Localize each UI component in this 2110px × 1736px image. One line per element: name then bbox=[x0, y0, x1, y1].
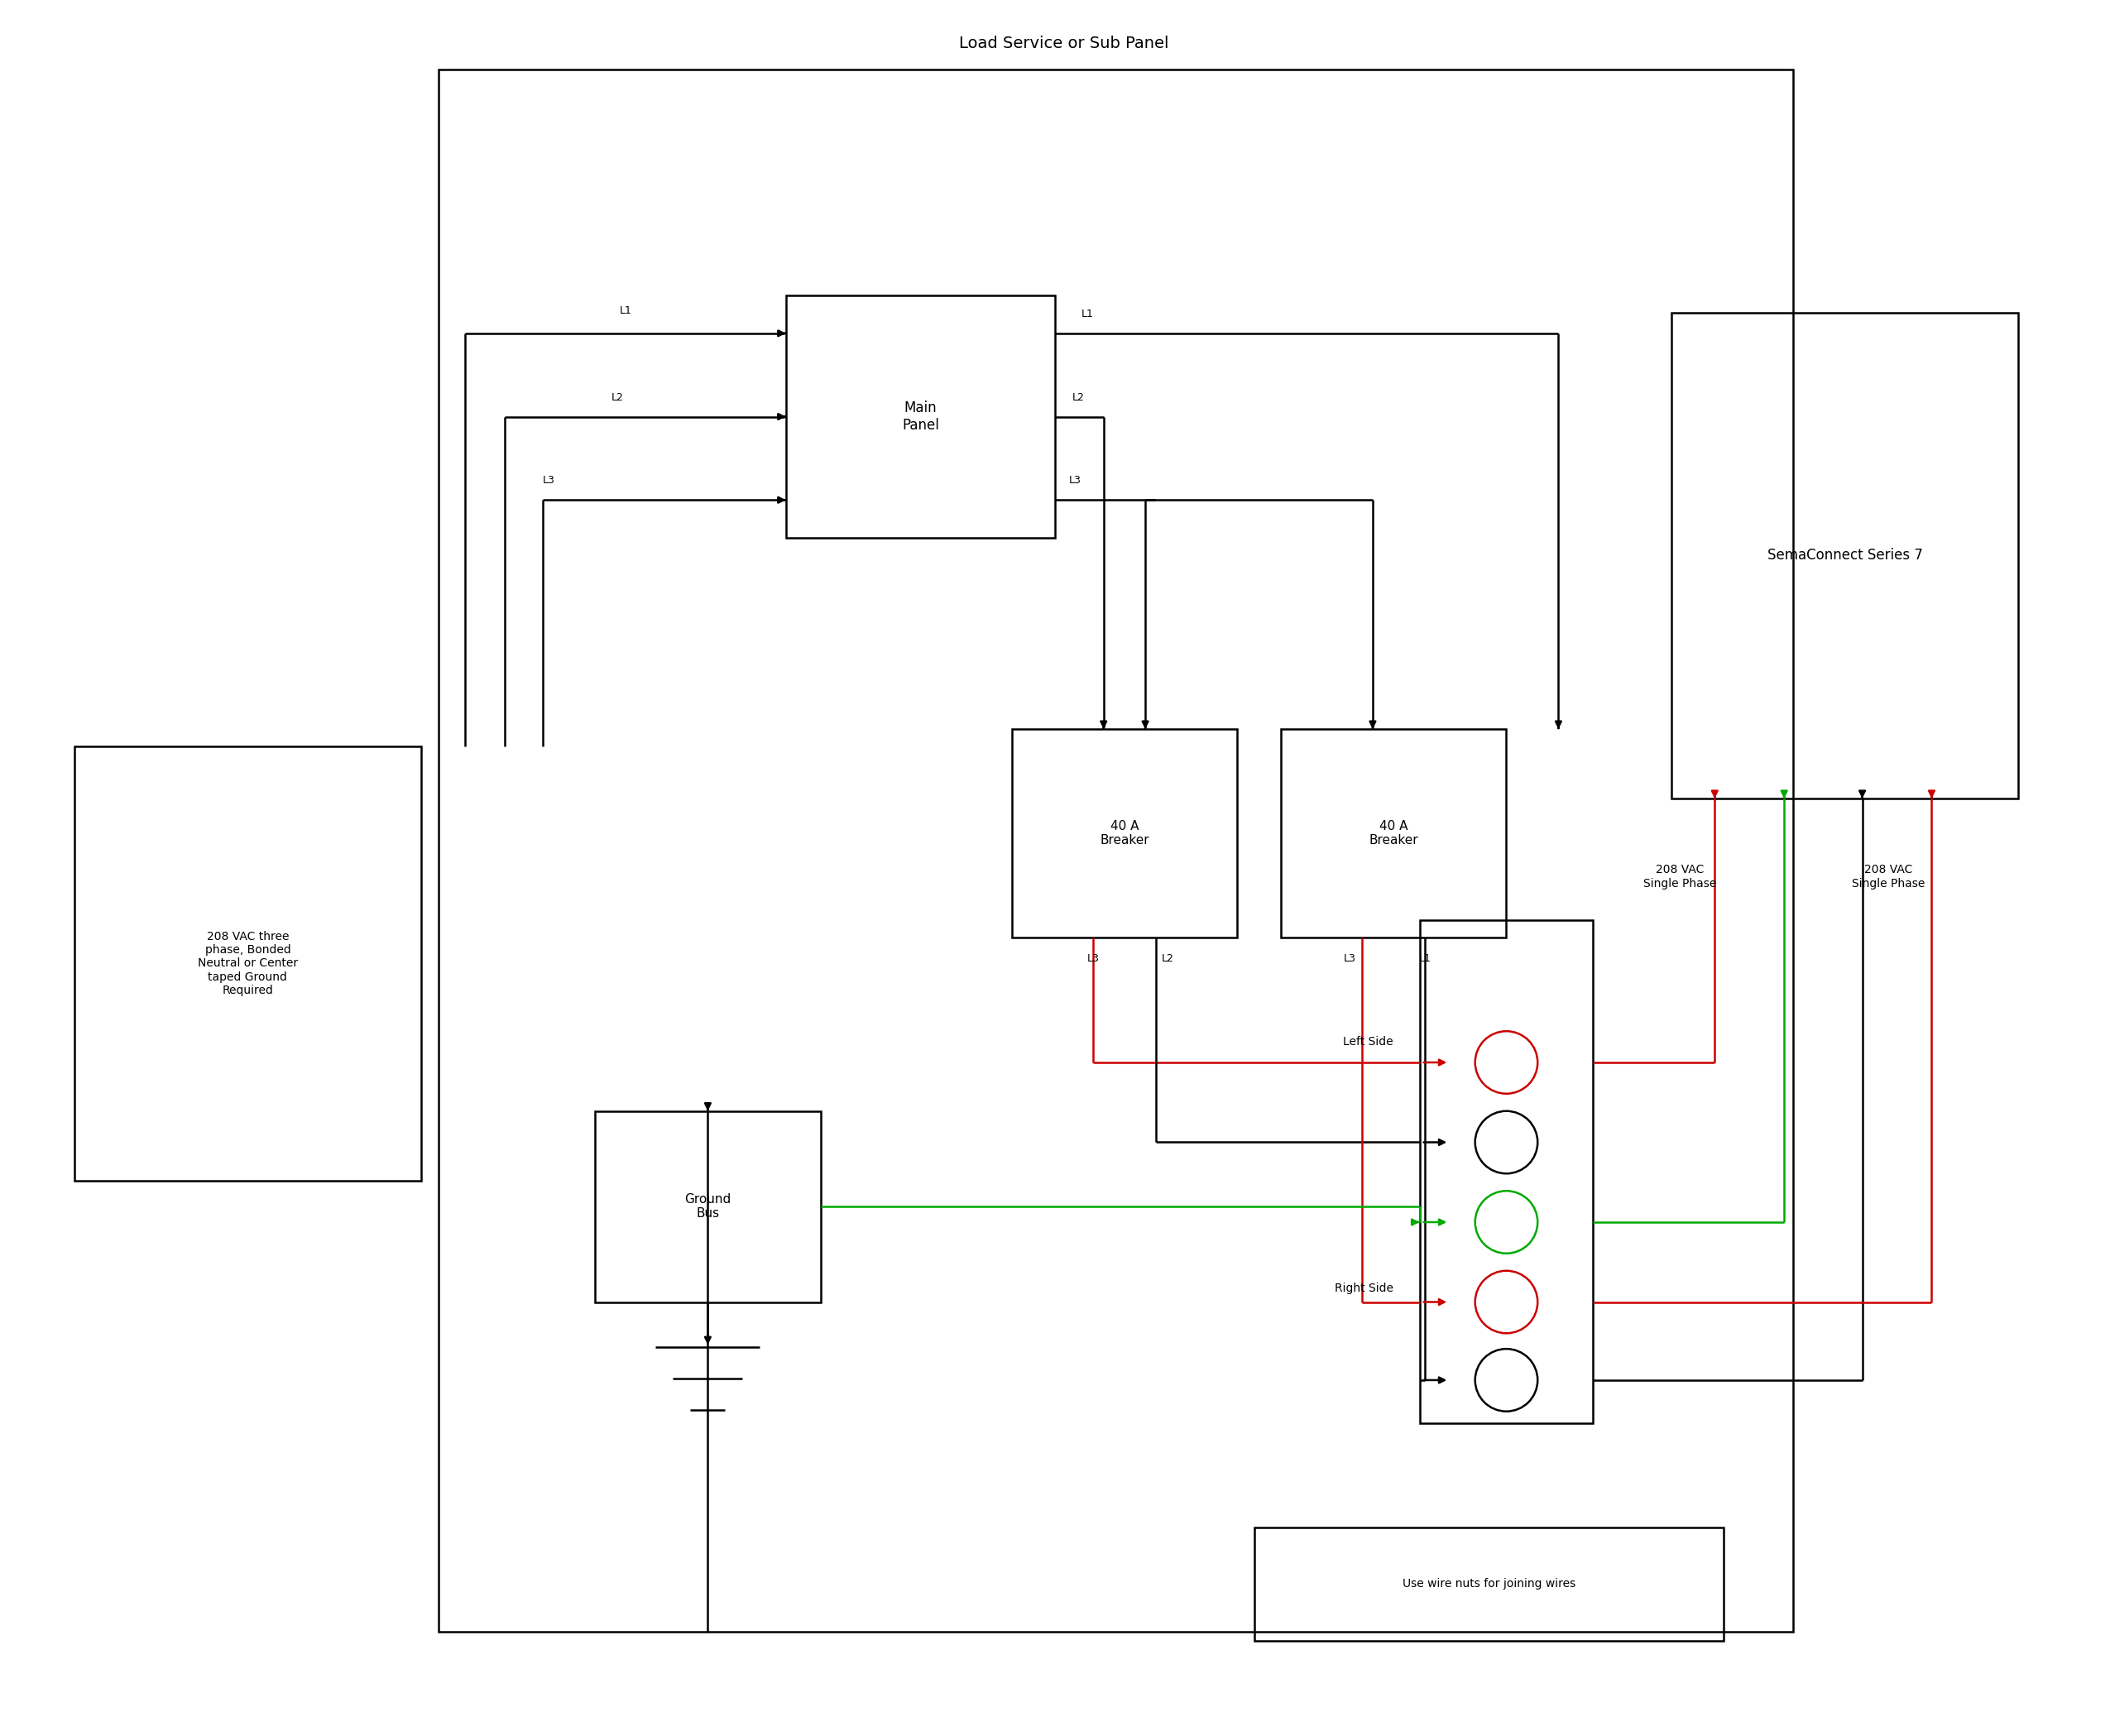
Text: L3: L3 bbox=[542, 476, 555, 486]
Text: L1: L1 bbox=[1418, 953, 1431, 963]
Text: 208 VAC
Single Phase: 208 VAC Single Phase bbox=[1644, 865, 1718, 889]
Bar bbox=[1255, 1528, 1724, 1641]
Text: SemaConnect Series 7: SemaConnect Series 7 bbox=[1768, 549, 1922, 562]
Text: L2: L2 bbox=[1072, 392, 1085, 403]
Text: Main
Panel: Main Panel bbox=[901, 401, 939, 432]
Text: Load Service or Sub Panel: Load Service or Sub Panel bbox=[958, 35, 1169, 52]
Text: L2: L2 bbox=[612, 392, 622, 403]
Text: Right Side: Right Side bbox=[1336, 1283, 1393, 1293]
Text: 208 VAC three
phase, Bonded
Neutral or Center
taped Ground
Required: 208 VAC three phase, Bonded Neutral or C… bbox=[198, 930, 298, 996]
Text: 40 A
Breaker: 40 A Breaker bbox=[1369, 819, 1418, 847]
Bar bbox=[785, 295, 1055, 538]
Text: L3: L3 bbox=[1087, 953, 1099, 963]
Text: L2: L2 bbox=[1163, 953, 1173, 963]
Text: Use wire nuts for joining wires: Use wire nuts for joining wires bbox=[1403, 1578, 1576, 1590]
Text: Left Side: Left Side bbox=[1344, 1036, 1393, 1047]
Text: 208 VAC
Single Phase: 208 VAC Single Phase bbox=[1853, 865, 1924, 889]
Bar bbox=[1671, 312, 2019, 799]
Text: L1: L1 bbox=[1080, 309, 1093, 319]
Text: L1: L1 bbox=[618, 306, 631, 316]
Bar bbox=[1011, 729, 1236, 937]
Text: L3: L3 bbox=[1344, 953, 1357, 963]
Text: L3: L3 bbox=[1070, 476, 1080, 486]
Bar bbox=[74, 746, 422, 1180]
Text: Ground
Bus: Ground Bus bbox=[684, 1193, 730, 1220]
Bar bbox=[439, 69, 1793, 1632]
Bar bbox=[1420, 920, 1593, 1424]
Text: 40 A
Breaker: 40 A Breaker bbox=[1099, 819, 1150, 847]
Bar bbox=[1281, 729, 1507, 937]
Bar bbox=[595, 1111, 821, 1302]
